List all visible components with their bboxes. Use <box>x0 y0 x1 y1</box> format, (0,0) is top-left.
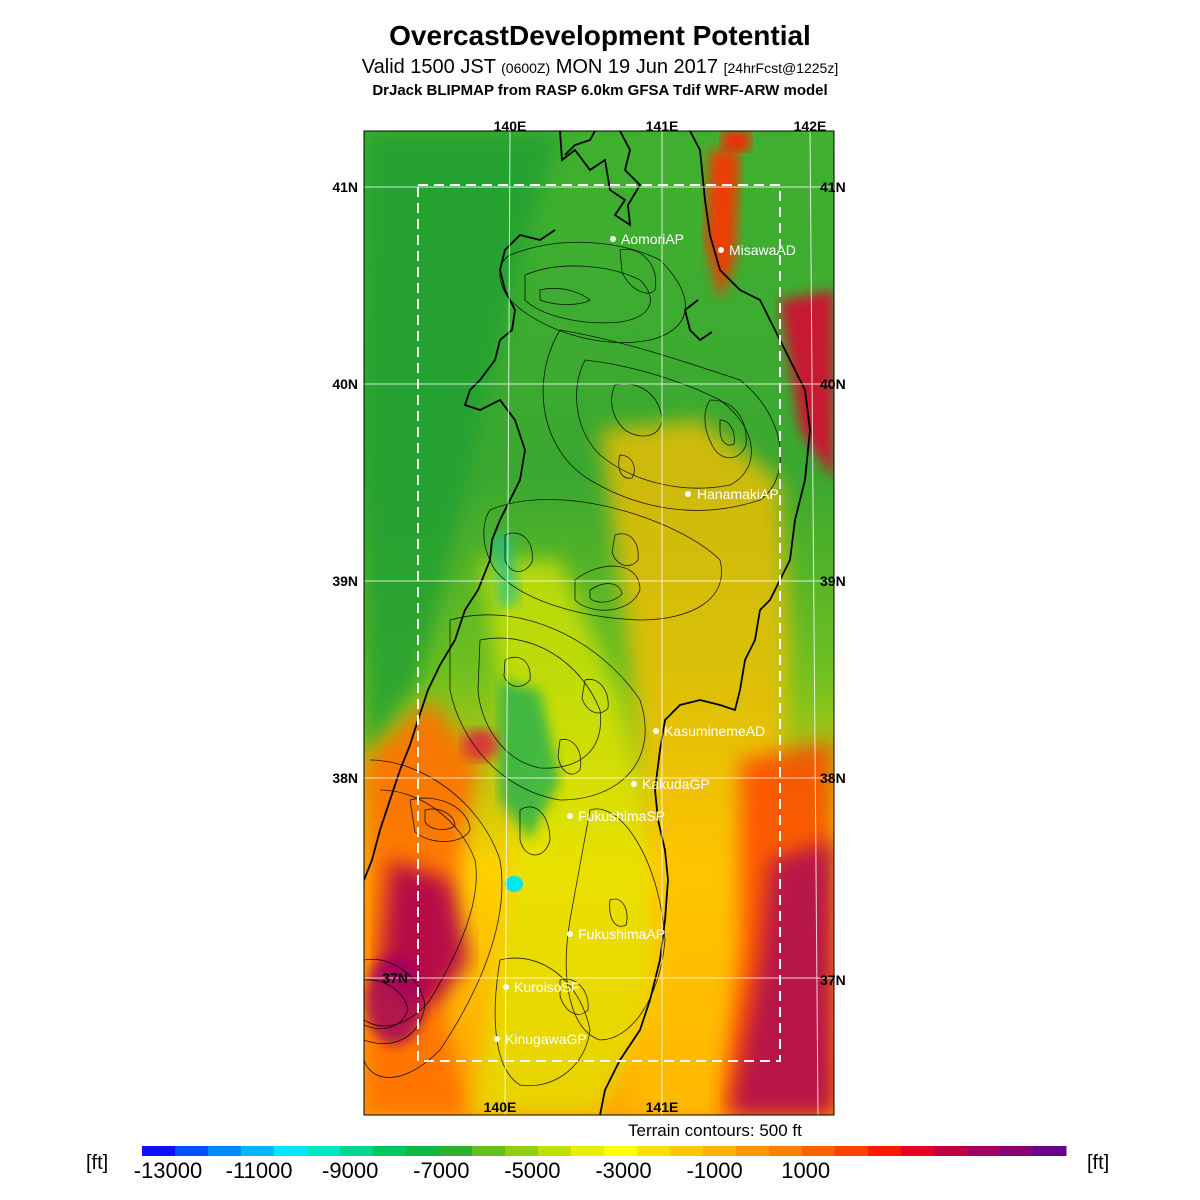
station-label: FukushimaSP <box>578 808 665 824</box>
colorbar-tick-label: -5000 <box>504 1158 561 1183</box>
coastline <box>364 131 811 1115</box>
station-label: HanamakiAP <box>697 486 779 502</box>
terrain-note: Terrain contours: 500 ft <box>628 1121 802 1140</box>
domain-boundary <box>417 184 781 1062</box>
colorbar-tick-label: -9000 <box>322 1158 379 1183</box>
lat-label-right: 38N <box>820 770 846 786</box>
colorbar-tick-label: -1000 <box>686 1158 743 1183</box>
lat-label-right: 41N <box>820 179 846 195</box>
lon-label-top: 142E <box>794 118 827 134</box>
lat-label-left: 38N <box>332 770 358 786</box>
station-marker <box>685 491 691 497</box>
colorbar-swatch <box>307 1146 341 1156</box>
colorbar-unit-left: [ft] <box>86 1152 109 1174</box>
map-title: OvercastDevelopment Potential <box>389 20 811 51</box>
valid-date: MON 19 Jun 2017 <box>555 56 719 78</box>
colorbar-swatch <box>604 1146 638 1156</box>
colorbar-swatch <box>769 1146 803 1156</box>
graticule <box>364 131 834 1115</box>
lat-label-left: 41N <box>332 179 358 195</box>
station-label: KinugawaGP <box>505 1031 587 1047</box>
colorbar-swatch <box>175 1146 209 1156</box>
lat-label-right: 37N <box>820 972 846 988</box>
station-label: AomoriAP <box>621 231 684 247</box>
colorbar-tick-label: 1000 <box>781 1158 831 1183</box>
colorbar-swatch <box>967 1146 1001 1156</box>
station-label: FukushimaAP <box>578 926 665 942</box>
colorbar-swatch <box>505 1146 539 1156</box>
model-line: DrJack BLIPMAP from RASP 6.0km GFSA Tdif… <box>372 82 828 99</box>
station-marker <box>567 813 573 819</box>
colorbar-swatch <box>1033 1146 1067 1156</box>
valid-zulu: (0600Z) <box>501 60 551 76</box>
station-label: KakudaGP <box>642 776 710 792</box>
lon-label-top: 141E <box>646 118 679 134</box>
station-marker <box>567 931 573 937</box>
colorbar-swatch <box>538 1146 572 1156</box>
station-marker <box>610 236 616 242</box>
station-marker <box>718 247 724 253</box>
axis-labels: 140E 141E 142E 140E 141E 41N 40N 39N 38N… <box>332 118 845 1115</box>
colorbar-swatch <box>934 1146 968 1156</box>
station-marker <box>631 781 637 787</box>
colorbar-swatch <box>472 1146 506 1156</box>
color-field <box>364 131 834 1115</box>
station-label: KuroisoSF <box>514 979 579 995</box>
lat-label-right: 39N <box>820 573 846 589</box>
colorbar-swatch <box>439 1146 473 1156</box>
colorbar-swatch <box>241 1146 275 1156</box>
colorbar-swatch <box>670 1146 704 1156</box>
colorbar-unit-right: [ft] <box>1087 1152 1110 1174</box>
colorbar-swatch <box>703 1146 737 1156</box>
colorbar-swatch <box>835 1146 869 1156</box>
lat-label-right: 40N <box>820 376 846 392</box>
valid-prefix: Valid 1500 JST <box>361 56 496 78</box>
lat-label-left: 39N <box>332 573 358 589</box>
colorbar-swatch <box>571 1146 605 1156</box>
lon-label-bottom: 140E <box>484 1099 517 1115</box>
forecast-info: [24hrFcst@1225z] <box>723 60 839 76</box>
colorbar-tick-label: -7000 <box>413 1158 470 1183</box>
station-label: MisawaAD <box>729 242 796 258</box>
map-panel: AomoriAP MisawaAD HanamakiAP KasuminemeA… <box>364 131 834 1115</box>
station-marker <box>503 984 509 990</box>
lon-label-bottom: 141E <box>646 1099 679 1115</box>
colorbar-swatch <box>802 1146 836 1156</box>
station-marker <box>494 1036 500 1042</box>
colorbar-swatch <box>373 1146 407 1156</box>
colorbar-swatch <box>1000 1146 1034 1156</box>
terrain-contours <box>364 241 781 1087</box>
colorbar-swatch <box>340 1146 374 1156</box>
map-frame <box>363 130 835 1116</box>
colorbar-tick-label: -13000 <box>133 1158 203 1183</box>
colorbar-swatch <box>406 1146 440 1156</box>
colorbar-swatch <box>208 1146 242 1156</box>
lon-label-top: 140E <box>494 118 527 134</box>
colorbar-swatch <box>637 1146 671 1156</box>
lat-label-left: 40N <box>332 376 358 392</box>
station-marker <box>653 728 659 734</box>
stations: AomoriAP MisawaAD HanamakiAP KasuminemeA… <box>494 231 796 1047</box>
colorbar-swatch <box>274 1146 308 1156</box>
colorbar-tick-label: -11000 <box>225 1158 293 1183</box>
colorbar-swatch <box>868 1146 902 1156</box>
colorbar-swatch <box>142 1146 176 1156</box>
colorbar-swatch <box>901 1146 935 1156</box>
lat-label-left: 37N <box>382 970 408 986</box>
colorbar-tick-label: -3000 <box>595 1158 652 1183</box>
station-label: KasuminemeAD <box>664 723 765 739</box>
colorbar-swatch <box>736 1146 770 1156</box>
valid-time-line: Valid 1500 JST (0600Z) MON 19 Jun 2017 [… <box>0 56 1200 79</box>
colorbar <box>142 1146 1067 1156</box>
